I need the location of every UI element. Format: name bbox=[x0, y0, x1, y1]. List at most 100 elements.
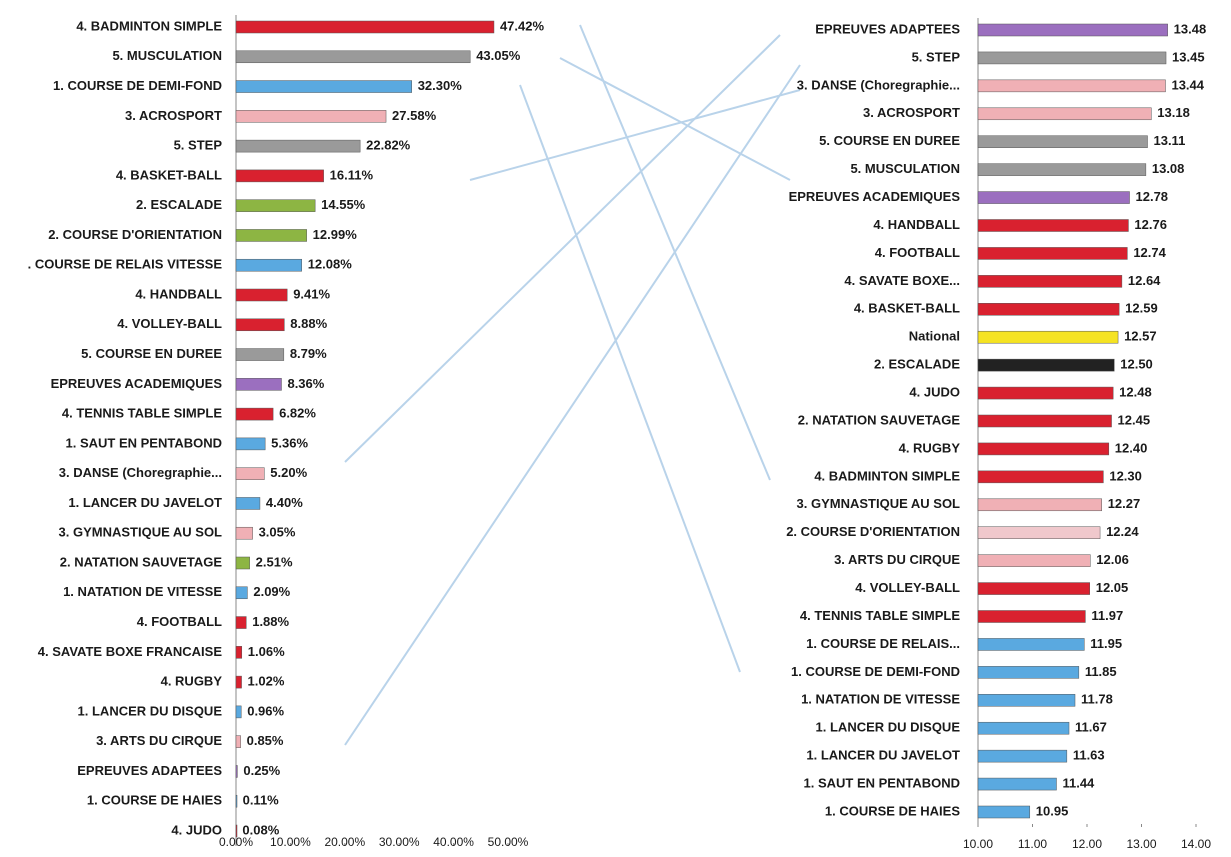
value-label: 22.82% bbox=[366, 138, 411, 153]
category-label: 5. COURSE EN DUREE bbox=[81, 346, 222, 361]
value-label: 12.59 bbox=[1125, 301, 1158, 316]
x-tick-label: 13.00 bbox=[1126, 837, 1156, 851]
value-label: 12.48 bbox=[1119, 385, 1152, 400]
value-label: 12.78 bbox=[1136, 189, 1169, 204]
bar bbox=[977, 163, 1147, 176]
category-label: 2. COURSE D'ORIENTATION bbox=[48, 227, 222, 242]
x-tick-label: 0.00% bbox=[219, 835, 253, 849]
bar bbox=[977, 23, 1168, 37]
value-label: 11.97 bbox=[1091, 608, 1123, 623]
category-label: 1. NATATION DE VITESSE bbox=[801, 692, 960, 707]
category-label: 2. NATATION SAUVETAGE bbox=[798, 412, 961, 427]
category-label: National bbox=[909, 329, 960, 344]
bar bbox=[977, 694, 1076, 707]
value-label: 12.74 bbox=[1133, 245, 1166, 260]
value-label: 5.36% bbox=[271, 435, 308, 450]
bar bbox=[235, 288, 288, 302]
category-label: 4. VOLLEY-BALL bbox=[117, 316, 222, 331]
value-label: 12.64 bbox=[1128, 273, 1161, 288]
value-label: 11.78 bbox=[1081, 692, 1113, 707]
value-label: 47.42% bbox=[500, 18, 545, 33]
bar bbox=[977, 442, 1110, 456]
value-label: 14.55% bbox=[321, 197, 366, 212]
arrow bbox=[469, 89, 801, 181]
value-label: 8.79% bbox=[290, 346, 327, 361]
value-label: 12.06 bbox=[1096, 552, 1129, 567]
bar bbox=[235, 765, 238, 778]
bar bbox=[977, 414, 1112, 428]
bar bbox=[977, 777, 1057, 791]
bar bbox=[235, 705, 242, 719]
value-label: 1.02% bbox=[248, 674, 285, 689]
category-label: 4. HANDBALL bbox=[873, 217, 960, 232]
x-tick-label: 20.00% bbox=[324, 835, 365, 849]
bar bbox=[235, 467, 265, 480]
connector-arrows bbox=[344, 24, 801, 746]
category-label: 2. COURSE D'ORIENTATION bbox=[786, 524, 960, 539]
category-label: 2. ESCALADE bbox=[136, 197, 222, 212]
value-label: 0.08% bbox=[242, 822, 279, 837]
bar bbox=[235, 20, 495, 34]
value-label: 13.48 bbox=[1174, 21, 1207, 36]
value-label: 2.51% bbox=[256, 554, 293, 569]
category-label: 5. MUSCULATION bbox=[850, 161, 960, 176]
value-label: 8.36% bbox=[287, 376, 324, 391]
category-label: 4. BASKET-BALL bbox=[854, 301, 960, 316]
bar bbox=[235, 824, 238, 838]
bar bbox=[977, 386, 1114, 400]
category-label: EPREUVES ACADEMIQUES bbox=[51, 376, 223, 391]
x-tick-label: 50.00% bbox=[488, 835, 529, 849]
x-tick-label: 11.00 bbox=[1018, 837, 1047, 851]
category-label: 3. GYMNASTIQUE AU SOL bbox=[59, 525, 223, 540]
value-label: 5.20% bbox=[270, 465, 307, 480]
arrow bbox=[344, 34, 781, 463]
category-label: 5. COURSE EN DUREE bbox=[819, 133, 960, 148]
value-label: 12.30 bbox=[1109, 468, 1142, 483]
category-label: 1. LANCER DU DISQUE bbox=[816, 720, 961, 735]
bar bbox=[235, 229, 307, 242]
value-label: 12.24 bbox=[1106, 524, 1139, 539]
bar bbox=[235, 586, 248, 600]
bar bbox=[977, 135, 1148, 148]
bar bbox=[977, 107, 1152, 121]
category-label: 1. NATATION DE VITESSE bbox=[63, 584, 222, 599]
bar bbox=[977, 275, 1123, 288]
bar bbox=[235, 110, 387, 123]
value-label: 0.11% bbox=[243, 793, 280, 808]
value-label: 16.11% bbox=[330, 167, 374, 182]
value-label: 12.57 bbox=[1124, 329, 1157, 344]
category-label: 4. JUDO bbox=[171, 822, 222, 837]
category-label: 4. BADMINTON SIMPLE bbox=[76, 18, 222, 33]
bar bbox=[977, 79, 1166, 93]
value-label: 32.30% bbox=[418, 78, 463, 93]
value-label: 13.18 bbox=[1157, 105, 1190, 120]
category-label: 3. ARTS DU CIRQUE bbox=[834, 552, 960, 567]
x-tick-label: 10.00% bbox=[270, 835, 311, 849]
x-tick-label: 30.00% bbox=[379, 835, 420, 849]
bar bbox=[235, 378, 282, 391]
bar bbox=[235, 437, 266, 451]
category-label: . COURSE DE RELAIS VITESSE bbox=[28, 257, 223, 272]
category-label: 1. COURSE DE HAIES bbox=[825, 803, 960, 818]
value-label: 11.44 bbox=[1062, 776, 1095, 791]
bar bbox=[235, 80, 412, 93]
value-label: 13.11 bbox=[1153, 133, 1185, 148]
bar bbox=[235, 258, 302, 272]
value-label: 43.05% bbox=[476, 48, 521, 63]
bar bbox=[235, 497, 261, 510]
category-label: EPREUVES ADAPTEES bbox=[77, 763, 222, 778]
value-label: 12.76 bbox=[1134, 217, 1167, 232]
value-label: 0.96% bbox=[247, 703, 284, 718]
category-label: 3. ACROSPORT bbox=[863, 105, 960, 120]
value-label: 11.67 bbox=[1075, 720, 1107, 735]
bar bbox=[235, 348, 285, 361]
category-label: 4. HANDBALL bbox=[135, 286, 222, 301]
category-label: 3. ARTS DU CIRQUE bbox=[96, 733, 222, 748]
category-label: 3. DANSE (Choregraphie... bbox=[797, 77, 960, 92]
value-label: 1.06% bbox=[248, 644, 285, 659]
category-label: 4. VOLLEY-BALL bbox=[855, 580, 960, 595]
value-label: 12.50 bbox=[1120, 357, 1153, 372]
bar bbox=[235, 675, 242, 689]
bar bbox=[977, 638, 1085, 651]
x-tick-label: 40.00% bbox=[433, 835, 474, 849]
